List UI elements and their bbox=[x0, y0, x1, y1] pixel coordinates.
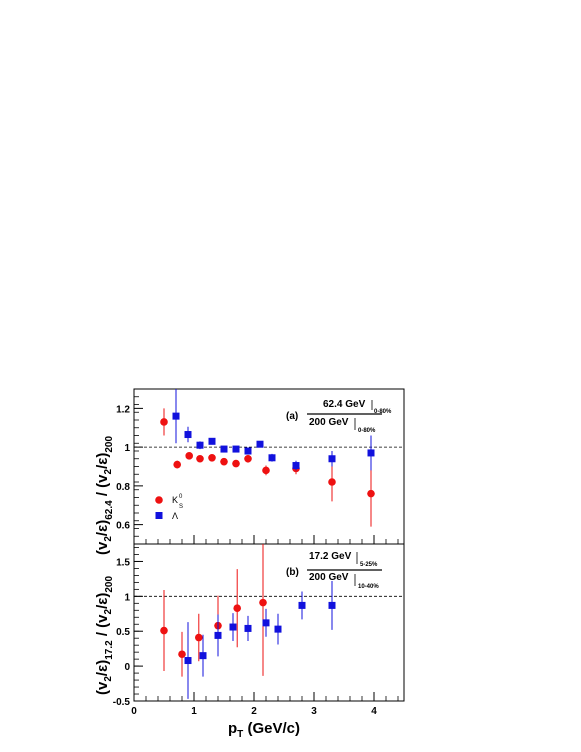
data-point-k0s bbox=[178, 650, 186, 659]
legend-k0s-sup: 0 bbox=[179, 494, 183, 500]
x-axis-label: pT (GeV/c) bbox=[228, 720, 300, 740]
data-point-lambda bbox=[262, 619, 270, 627]
data-point-lambda bbox=[367, 449, 375, 457]
x-tick-label: 0 bbox=[131, 706, 137, 717]
ratio-b-denominator-sub: 10-40% bbox=[358, 584, 379, 590]
panel-b-ylabel: (v2/ε)17.2 / (v2/ε)200 bbox=[94, 576, 115, 695]
x-tick-label: 1 bbox=[191, 706, 197, 717]
panel-a-ytick-label: 0.8 bbox=[116, 482, 130, 493]
ratio-a-numerator: 62.4 GeV bbox=[323, 399, 366, 410]
data-point-lambda bbox=[196, 441, 204, 449]
panel-a-ratio-legend: 62.4 GeV 0-80% 200 GeV 0-80% bbox=[307, 399, 392, 434]
x-tick-label: 4 bbox=[371, 706, 377, 717]
data-point-lambda bbox=[292, 462, 300, 470]
legend-k0s-label: K bbox=[172, 495, 178, 505]
panel-a-ylabel: (v2/ε)62.4 / (v2/ε)200 bbox=[94, 436, 115, 555]
panel-b-ytick-label: -0.5 bbox=[113, 697, 131, 708]
data-point-k0s bbox=[328, 478, 336, 486]
panel-b-marks bbox=[160, 544, 336, 699]
panel-b-ytick-label: 1 bbox=[124, 592, 130, 603]
data-point-k0s bbox=[262, 466, 270, 475]
data-point-lambda bbox=[298, 601, 306, 609]
species-legend: K 0 S Λ bbox=[155, 494, 183, 521]
panel-b-ratio-legend: 17.2 GeV 5-25% 200 GeV 10-40% bbox=[307, 551, 382, 590]
panel-b-axes: -0.500.511.50 1 2 3 4 bbox=[113, 547, 399, 717]
panel-a-ytick-label: 0.6 bbox=[116, 521, 130, 532]
data-point-k0s bbox=[259, 598, 267, 607]
data-point-lambda bbox=[244, 624, 252, 632]
ratio-b-numerator: 17.2 GeV bbox=[309, 551, 352, 562]
data-point-k0s bbox=[208, 453, 216, 462]
ratio-b-denominator: 200 GeV bbox=[309, 572, 349, 583]
panel-a-marks bbox=[160, 389, 375, 527]
legend-lambda-marker bbox=[155, 512, 163, 519]
ratio-b-numerator-sub: 5-25% bbox=[360, 562, 378, 568]
data-point-lambda bbox=[268, 454, 276, 462]
data-point-lambda bbox=[184, 431, 192, 439]
data-point-k0s bbox=[185, 452, 193, 460]
panel-a-ytick-label: 1 bbox=[124, 443, 130, 454]
panel-b: -0.500.511.50 1 2 3 4 (b) 17.2 GeV 5-25% 200… bbox=[94, 543, 405, 740]
legend-k0s-sub: S bbox=[179, 504, 183, 510]
data-point-lambda bbox=[232, 445, 240, 453]
legend-k0s-marker bbox=[155, 496, 163, 504]
data-point-k0s bbox=[160, 626, 168, 635]
ratio-a-denominator: 200 GeV bbox=[309, 417, 349, 428]
data-point-lambda bbox=[172, 412, 180, 420]
data-point-k0s bbox=[232, 459, 240, 468]
data-point-k0s bbox=[173, 460, 181, 469]
data-point-lambda bbox=[199, 652, 207, 660]
data-point-lambda bbox=[208, 437, 216, 445]
data-point-lambda bbox=[256, 440, 264, 448]
data-point-lambda bbox=[214, 631, 222, 639]
ratio-a-denominator-sub: 0-80% bbox=[358, 428, 376, 434]
panel-a-ytick-label: 1.2 bbox=[116, 404, 130, 415]
ratio-a-numerator-sub: 0-80% bbox=[374, 409, 392, 415]
data-point-lambda bbox=[220, 445, 228, 453]
data-point-k0s bbox=[195, 633, 203, 642]
panel-a-axes: 0.6 0.8 1 1.2 bbox=[116, 388, 399, 545]
data-point-lambda bbox=[184, 657, 192, 665]
data-point-lambda bbox=[229, 623, 237, 631]
data-point-lambda bbox=[328, 601, 336, 609]
data-point-k0s bbox=[233, 604, 241, 612]
x-tick-label: 2 bbox=[251, 706, 257, 717]
data-point-lambda bbox=[274, 625, 282, 633]
panel-b-label: (b) bbox=[286, 567, 299, 578]
x-tick-label: 3 bbox=[311, 706, 317, 717]
panel-b-ytick-label: 1.5 bbox=[116, 557, 130, 568]
data-point-k0s bbox=[220, 457, 228, 466]
panel-a: 0.6 0.8 1 1.2 (a) 62.4 GeV 0-80% 200 GeV 0-… bbox=[94, 388, 405, 555]
panel-a-label: (a) bbox=[286, 411, 298, 422]
data-point-lambda bbox=[244, 447, 252, 455]
panel-b-frame bbox=[133, 543, 405, 702]
panel-b-ytick-label: 0 bbox=[124, 662, 130, 673]
data-point-k0s bbox=[196, 454, 204, 463]
data-point-k0s bbox=[160, 418, 168, 426]
data-point-k0s bbox=[244, 454, 252, 463]
data-point-lambda bbox=[328, 455, 336, 463]
panel-b-ytick-label: 0.5 bbox=[116, 627, 130, 638]
data-point-k0s bbox=[367, 489, 375, 498]
legend-lambda-label: Λ bbox=[172, 511, 178, 521]
